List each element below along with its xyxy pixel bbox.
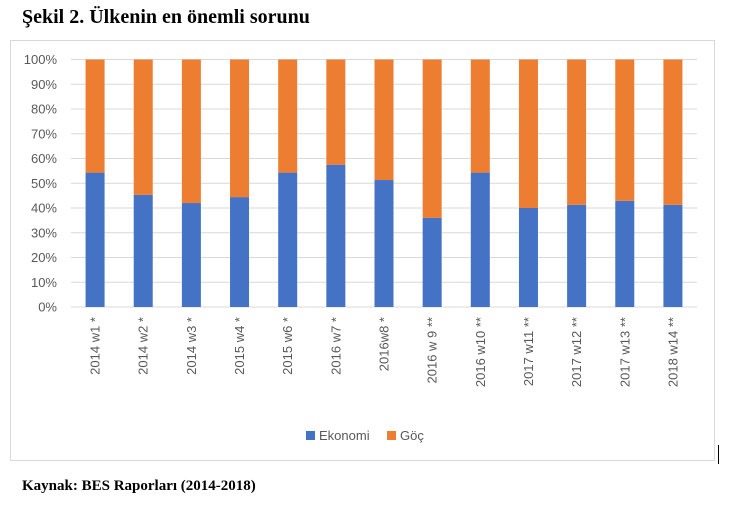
y-tick-label: 10% [31,275,57,290]
legend-label-goc: Göç [400,428,424,443]
bar-goc [615,59,635,201]
y-tick-label: 70% [31,126,57,141]
legend-swatch-ekonomi [306,431,315,440]
x-category-label: 2016 w 9 ** [425,317,440,384]
bar-ekonomi [181,203,201,307]
y-tick-label: 0% [38,300,57,315]
x-category-label: 2015 w4 * [232,317,247,375]
bar-ekonomi [278,172,298,307]
legend-swatch-goc [387,431,396,440]
y-tick-label: 30% [31,225,57,240]
bars [85,59,683,307]
bar-goc [422,59,442,218]
y-tick-label: 80% [31,102,57,117]
x-category-label: 2017 w11 ** [521,317,536,386]
bar-goc [181,59,201,204]
bar-goc [326,59,346,165]
bar-goc [663,59,683,205]
y-tick-label: 60% [31,151,57,166]
y-tick-label: 20% [31,250,57,265]
bar-ekonomi [85,172,105,307]
bar-ekonomi [374,180,394,307]
bar-goc [278,59,298,173]
bar-ekonomi [230,197,250,307]
bar-ekonomi [615,200,635,307]
bar-goc [374,59,394,181]
bar-goc [230,59,250,198]
bar-goc [518,59,538,208]
bar-goc [133,59,153,195]
figure-source: Kaynak: BES Raporları (2014-2018) [22,478,256,494]
bar-goc [567,59,587,205]
x-category-label: 2015 w6 * [280,317,295,375]
y-axis-ticks: 0% 10% 20% 30% 40% 50% 60% 70% 80% 90% 100% [24,52,58,315]
x-category-label: 2016w8 * [377,317,392,371]
x-category-label: 2016 w7 * [328,317,343,375]
y-tick-label: 40% [31,201,57,216]
bar-ekonomi [470,172,490,307]
legend-label-ekonomi: Ekonomi [319,428,370,443]
bar-goc [470,59,490,173]
x-category-label: 2017 w13 ** [617,317,632,387]
chart-container [10,40,715,461]
x-category-label: 2016 w10 ** [473,317,488,387]
y-tick-label: 90% [31,77,57,92]
bar-ekonomi [567,204,587,307]
bar-ekonomi [133,194,153,307]
bar-ekonomi [422,217,442,307]
x-category-label: 2017 w12 ** [569,317,584,387]
bar-goc [85,59,105,173]
legend: Ekonomi Göç [306,428,424,443]
y-tick-label: 50% [31,176,57,191]
y-tick-label: 100% [24,52,58,67]
bar-ekonomi [663,204,683,307]
bar-ekonomi [518,208,538,307]
text-cursor [718,445,719,464]
x-category-label: 2018 w14 ** [665,317,680,387]
x-category-label: 2014 w2 * [136,317,151,375]
figure-title: Şekil 2. Ülkenin en önemli sorunu [22,6,310,28]
x-axis-labels: 2014 w1 * 2014 w2 * 2014 w3 * 2015 w4 * 2015… [88,317,681,387]
x-category-label: 2014 w3 * [184,317,199,375]
bar-ekonomi [326,164,346,307]
x-category-label: 2014 w1 * [88,317,103,375]
